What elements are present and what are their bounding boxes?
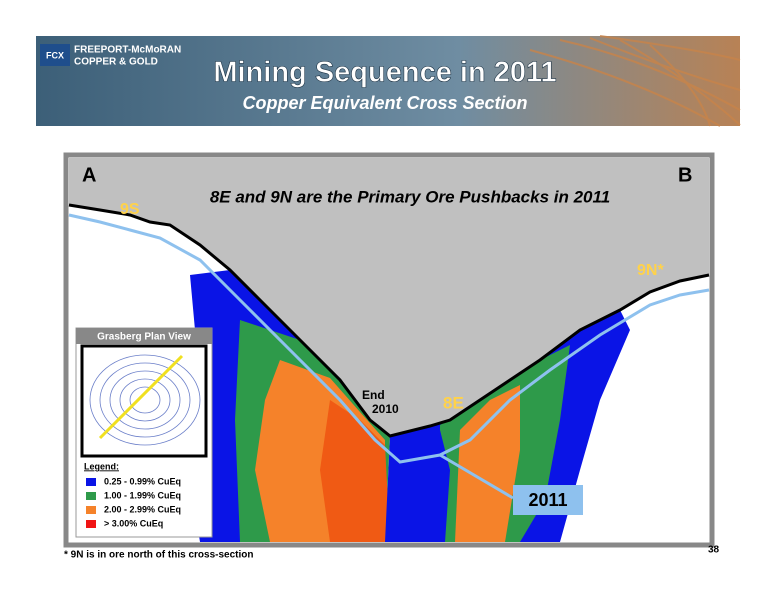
inset-contours <box>89 354 201 446</box>
legend-title: Legend: <box>84 461 119 471</box>
legend-swatch <box>86 492 96 500</box>
label-8e: 8E <box>443 393 464 412</box>
legend-label: 1.00 - 1.99% CuEq <box>104 490 181 500</box>
label-9n: 9N* <box>637 262 664 279</box>
callout-line <box>439 453 514 500</box>
ore-high-east <box>455 385 520 542</box>
legend-label: 0.25 - 0.99% CuEq <box>104 476 181 486</box>
legend-label: 2.00 - 2.99% CuEq <box>104 504 181 514</box>
subtitle: Copper Equivalent Cross Section <box>242 93 527 113</box>
logo-line1: FREEPORT-McMoRAN <box>74 45 181 56</box>
legend-swatch <box>86 478 96 486</box>
footnote: * 9N is in ore north of this cross-secti… <box>64 550 253 561</box>
label-b: B <box>678 164 692 186</box>
logo-mark-bg <box>40 44 70 66</box>
logo-mark: FCX <box>46 50 64 60</box>
legend: 0.25 - 0.99% CuEq 1.00 - 1.99% CuEq 2.00 -… <box>86 476 181 528</box>
label-end: End <box>362 388 385 402</box>
inset-title-bar <box>76 328 212 344</box>
pit-air <box>69 158 709 436</box>
page-number: 38 <box>708 545 720 556</box>
pit-2010 <box>68 203 710 438</box>
inset-title: Grasberg Plan View <box>97 332 191 343</box>
label-end-year: 2010 <box>372 402 399 416</box>
label-a: A <box>82 164 96 186</box>
pit-2011 <box>68 213 710 464</box>
callout-box <box>513 485 583 515</box>
inset-map <box>80 344 208 458</box>
legend-swatch <box>86 520 96 528</box>
label-9s: 9S <box>120 201 140 218</box>
logo-line2: COPPER & GOLD <box>74 57 158 68</box>
legend-label: > 3.00% CuEq <box>104 518 163 528</box>
label-2011: 2011 <box>528 490 567 510</box>
legend-swatch <box>86 506 96 514</box>
inset-section-line <box>98 354 184 440</box>
copper-wires <box>529 35 741 127</box>
title: Mining Sequence in 2011 <box>213 57 556 89</box>
headline: 8E and 9N are the Primary Ore Pushbacks … <box>210 187 610 206</box>
